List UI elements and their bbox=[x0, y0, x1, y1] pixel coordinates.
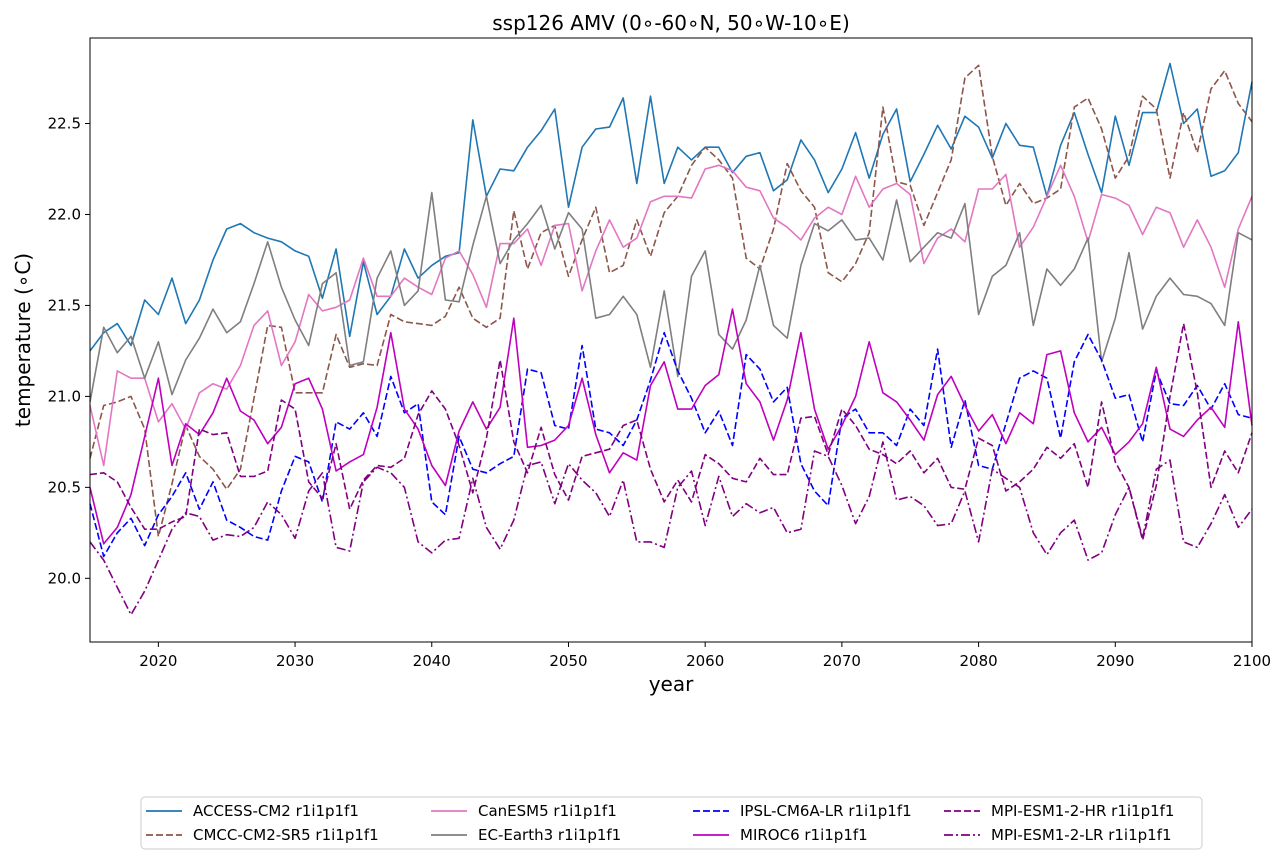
y-tick-label: 20.0 bbox=[48, 569, 81, 587]
legend-frame bbox=[140, 796, 1203, 850]
y-tick-label: 22.0 bbox=[48, 205, 81, 223]
y-tick-label: 20.5 bbox=[48, 478, 81, 496]
chart-title: ssp126 AMV (0∘-60∘N, 50∘W-10∘E) bbox=[492, 11, 850, 35]
y-tick-label: 21.5 bbox=[48, 296, 81, 314]
legend-label-4: EC-Earth3 r1i1p1f1 bbox=[478, 826, 621, 844]
legend-label-5: IPSL-CM6A-LR r1i1p1f1 bbox=[740, 802, 912, 820]
legend-label-8: MPI-ESM1-2-LR r1i1p1f1 bbox=[991, 826, 1172, 844]
x-tick-label: 2090 bbox=[1096, 652, 1134, 670]
legend-label-1: ACCESS-CM2 r1i1p1f1 bbox=[193, 802, 359, 820]
y-axis: 20.0 20.5 21.0 21.5 22.0 22.5 bbox=[48, 115, 90, 587]
x-tick-label: 2050 bbox=[549, 652, 587, 670]
series-line-7 bbox=[89, 322, 1253, 541]
y-axis-label: temperature (∘C) bbox=[11, 253, 35, 427]
x-axis: 2020 2030 2040 2050 2060 2070 2080 2090 2100 bbox=[139, 642, 1271, 670]
series-line-8 bbox=[89, 441, 1253, 616]
x-tick-label: 2100 bbox=[1233, 652, 1271, 670]
x-axis-label: year bbox=[649, 672, 694, 696]
series-line-5 bbox=[89, 331, 1253, 558]
y-tick-label: 21.0 bbox=[48, 387, 81, 405]
series-line-1 bbox=[89, 62, 1253, 352]
series-layer bbox=[89, 62, 1253, 616]
series-line-6 bbox=[89, 308, 1253, 545]
x-tick-label: 2040 bbox=[413, 652, 451, 670]
series-line-3 bbox=[89, 164, 1253, 467]
series-line-2 bbox=[89, 64, 1253, 538]
plot-frame bbox=[89, 37, 1253, 643]
x-tick-label: 2060 bbox=[686, 652, 724, 670]
x-tick-label: 2030 bbox=[276, 652, 314, 670]
legend-label-6: MIROC6 r1i1p1f1 bbox=[740, 826, 868, 844]
legend-label-7: MPI-ESM1-2-HR r1i1p1f1 bbox=[991, 802, 1174, 820]
legend: ACCESS-CM2 r1i1p1f1 CMCC-CM2-SR5 r1i1p1f1… bbox=[140, 796, 1203, 850]
series-line-4 bbox=[89, 191, 1253, 403]
x-tick-label: 2020 bbox=[139, 652, 177, 670]
legend-label-3: CanESM5 r1i1p1f1 bbox=[478, 802, 617, 820]
legend-label-2: CMCC-CM2-SR5 r1i1p1f1 bbox=[193, 826, 379, 844]
x-tick-label: 2070 bbox=[823, 652, 861, 670]
x-tick-label: 2080 bbox=[959, 652, 997, 670]
y-tick-label: 22.5 bbox=[48, 115, 81, 133]
